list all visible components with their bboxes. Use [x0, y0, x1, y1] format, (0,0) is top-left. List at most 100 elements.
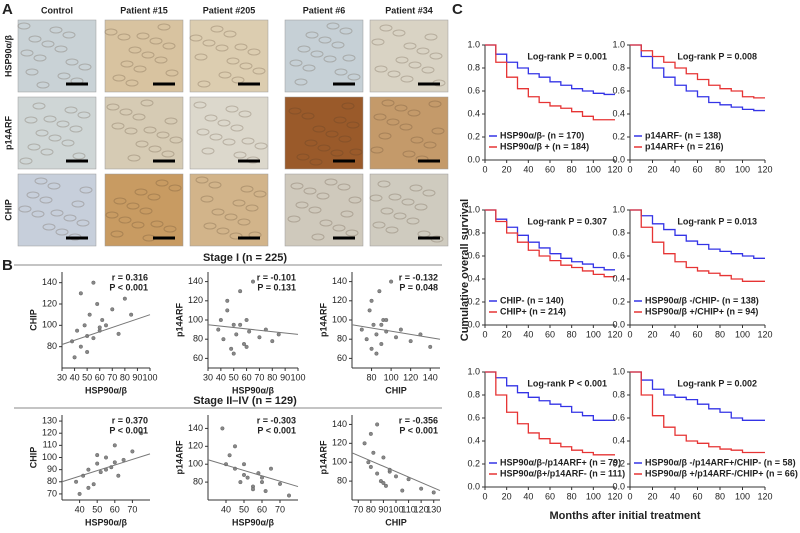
y-tick-label: 0.2 [467, 131, 480, 141]
tissue-texture [230, 124, 244, 132]
tissue-texture [380, 207, 394, 215]
x-tick-label: 100 [735, 329, 750, 339]
tissue-texture [64, 106, 78, 114]
legend-label: HSP90α/β +/CHIP+ (n = 94) [645, 306, 758, 316]
y-tick-label: 0.2 [612, 458, 625, 468]
stat-annotation: P < 0.001 [109, 282, 148, 292]
tissue-texture [133, 65, 147, 73]
x-tick-label: 120 [607, 329, 622, 339]
legend-label: CHIP- (n = 140) [500, 295, 564, 305]
tissue-texture [193, 101, 207, 109]
data-point [247, 329, 252, 334]
x-tick-label: 0 [482, 329, 487, 339]
data-point [78, 344, 83, 349]
y-tick-label: 0.0 [467, 481, 480, 491]
x-tick-label: 90 [132, 372, 142, 382]
tissue-texture [347, 73, 361, 81]
tissue-texture [340, 210, 354, 218]
tissue-texture [346, 121, 360, 129]
x-tick-label: 30 [57, 372, 67, 382]
tissue-texture [326, 22, 340, 30]
tissue-texture [150, 220, 164, 228]
survival-curve [485, 371, 615, 456]
data-point [238, 322, 243, 327]
data-point [218, 318, 223, 323]
data-point [366, 460, 371, 465]
tissue-texture [381, 99, 395, 107]
data-point [116, 473, 121, 478]
tissue-texture [239, 62, 253, 70]
tissue-texture [334, 68, 348, 76]
data-point [221, 337, 226, 342]
data-point [86, 485, 91, 490]
tissue-texture [149, 37, 163, 45]
tissue-texture [54, 45, 68, 53]
survival-curve [630, 209, 765, 282]
data-point [112, 443, 117, 448]
logrank-annotation: Log-rank P = 0.002 [677, 378, 757, 388]
tissue-texture [195, 176, 209, 184]
tissue-texture [333, 116, 347, 124]
data-point [374, 351, 379, 356]
tissue-texture [169, 136, 183, 144]
tissue-texture [414, 203, 428, 211]
x-tick-label: 60 [545, 329, 555, 339]
x-tick-label: 80 [567, 491, 577, 501]
logrank-annotation: Log-rank P = 0.008 [677, 51, 757, 61]
tissue-texture [197, 80, 211, 88]
data-point [225, 298, 230, 303]
x-tick-label: 0 [627, 491, 632, 501]
tissue-texture [112, 74, 126, 82]
data-point [95, 453, 100, 458]
y-tick-label: 0.0 [612, 154, 625, 164]
micrograph [189, 96, 269, 170]
x-tick-label: 20 [647, 164, 657, 174]
y-tick-label: 1.0 [612, 366, 625, 376]
tissue-texture [377, 180, 391, 188]
y-tick-label: 80 [193, 334, 203, 344]
survival-curve [630, 44, 765, 112]
tissue-texture [424, 33, 438, 41]
stage-title: Stage II–IV (n = 129) [193, 395, 297, 407]
data-point [129, 312, 134, 317]
tissue-texture [304, 139, 318, 147]
data-point [384, 318, 389, 323]
x-tick-label: 100 [735, 164, 750, 174]
tissue-texture [165, 69, 179, 77]
tissue-texture [319, 219, 333, 227]
data-point [364, 337, 369, 342]
data-point [220, 426, 225, 431]
data-point [381, 455, 386, 460]
y-tick-label: 0.8 [467, 62, 480, 72]
tissue-texture [217, 119, 231, 127]
tissue-texture [209, 133, 223, 141]
fit-line [61, 453, 151, 483]
tissue-texture [402, 150, 416, 158]
data-point [225, 308, 230, 313]
x-tick-label: 40 [670, 329, 680, 339]
tissue-texture [294, 78, 308, 86]
y-tick-label: 0.6 [467, 85, 480, 95]
data-point [232, 444, 237, 449]
tissue-texture [56, 120, 70, 128]
data-point [381, 481, 386, 486]
y-tick-label: 70 [47, 488, 57, 498]
tissue-texture [136, 32, 150, 40]
data-point [379, 322, 384, 327]
y-axis-label: p14ARF [174, 440, 184, 475]
x-tick-label: 40 [75, 504, 85, 514]
legend-label: HSP90α/β + (n = 184) [500, 141, 589, 151]
y-tick-label: 130 [42, 415, 57, 425]
tissue-texture [305, 31, 319, 39]
y-tick-label: 0.2 [612, 131, 625, 141]
tissue-texture [410, 136, 424, 144]
column-header: Control [41, 5, 73, 15]
tissue-texture [202, 39, 216, 47]
tissue-texture [69, 125, 83, 133]
x-tick-label: 50 [229, 372, 239, 382]
data-point [398, 327, 403, 332]
tissue-texture [337, 183, 351, 191]
x-axis-label: CHIP [385, 517, 407, 527]
tissue-texture [127, 154, 141, 162]
data-point [375, 422, 380, 427]
